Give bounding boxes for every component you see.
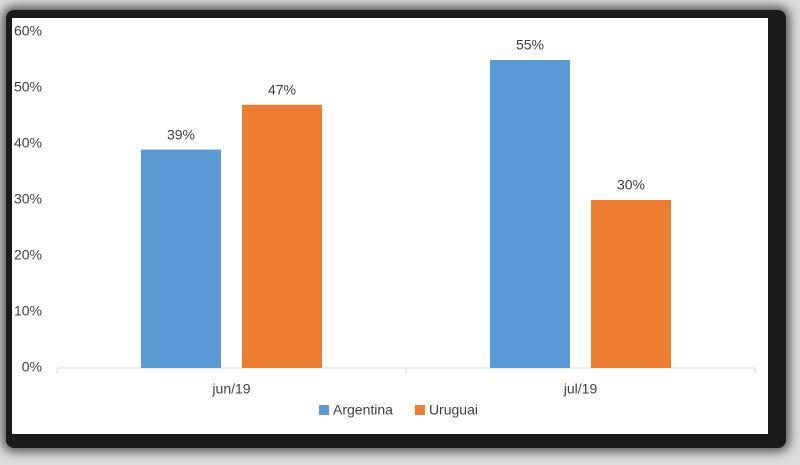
- y-tick-label: 50%: [14, 79, 42, 95]
- y-tick-label: 40%: [14, 135, 42, 151]
- bar: [591, 200, 671, 368]
- y-tick-label: 20%: [14, 247, 42, 263]
- value-label: 30%: [617, 177, 645, 193]
- legend-swatch: [414, 405, 425, 415]
- bar: [242, 104, 322, 369]
- x-tick-label: jun/19: [211, 381, 250, 397]
- value-label: 47%: [268, 82, 296, 98]
- bar: [141, 149, 221, 368]
- legend-swatch: [319, 405, 329, 415]
- y-tick-label: 0%: [22, 359, 42, 375]
- x-tick-label: jul/19: [563, 381, 598, 397]
- bar: [490, 60, 570, 368]
- y-tick-label: 60%: [14, 23, 42, 39]
- y-tick-label: 10%: [14, 303, 42, 319]
- value-label: 39%: [167, 126, 195, 142]
- y-tick-label: 30%: [14, 191, 42, 207]
- legend-label: Uruguai: [429, 402, 478, 418]
- value-label: 55%: [516, 37, 544, 53]
- legend-label: Argentina: [333, 402, 393, 418]
